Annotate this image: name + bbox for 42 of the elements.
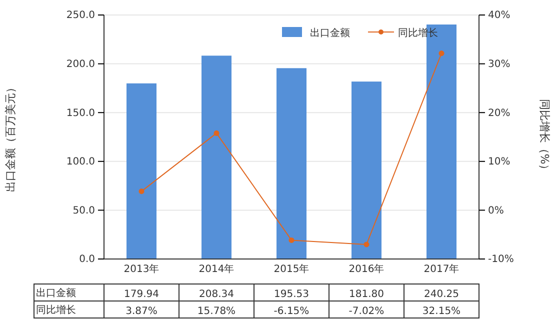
point	[214, 130, 220, 136]
data-label: -6.15%	[274, 306, 310, 317]
text: 出口金额	[36, 288, 76, 299]
data-label: 15.78%	[197, 306, 236, 317]
y-tick-label: 50.0	[72, 205, 95, 216]
point	[438, 50, 444, 56]
point	[288, 237, 294, 243]
y2-tick-label: -10%	[488, 254, 514, 266]
bar	[352, 82, 382, 259]
legend-label: 出口金额	[310, 27, 350, 39]
point	[364, 242, 370, 248]
x-tick-label: 2015年	[274, 263, 310, 276]
y-tick-label: 100.0	[66, 156, 95, 168]
y2-tick-label: 40%	[488, 10, 510, 22]
text: 同比增长	[36, 305, 76, 316]
y-axis-title: 出口金额（百万美元）	[4, 82, 17, 192]
data-label: 195.53	[274, 289, 309, 300]
point	[138, 188, 144, 194]
bar	[126, 83, 156, 259]
y-tick-label: 150.0	[66, 108, 95, 119]
x-tick-label: 2013年	[124, 263, 160, 276]
data-label: 3.87%	[126, 306, 158, 317]
x-tick-label: 2016年	[348, 263, 384, 276]
x-tick-label: 2014年	[198, 263, 234, 276]
data-label: 181.80	[349, 289, 384, 300]
y2-tick-label: 0%	[488, 205, 504, 216]
data-label: 208.34	[199, 289, 234, 300]
y-tick-label: 200.0	[66, 59, 95, 70]
bar	[426, 24, 456, 259]
data-label: 240.25	[424, 289, 459, 300]
x-tick-label: 2017年	[424, 263, 460, 276]
data-label: -7.02%	[348, 306, 384, 317]
data-label: 179.94	[124, 289, 159, 300]
y-tick-label: 0.0	[79, 254, 95, 266]
bar	[202, 56, 232, 259]
bar	[276, 68, 306, 259]
y2-tick-label: 30%	[488, 59, 510, 70]
y2-tick-label: 20%	[488, 108, 510, 119]
y2-tick-label: 10%	[488, 156, 510, 168]
data-label: 32.15%	[422, 306, 461, 317]
y2-axis-title: 同比增长（%）	[538, 98, 551, 176]
y-tick-label: 250.0	[66, 10, 95, 22]
